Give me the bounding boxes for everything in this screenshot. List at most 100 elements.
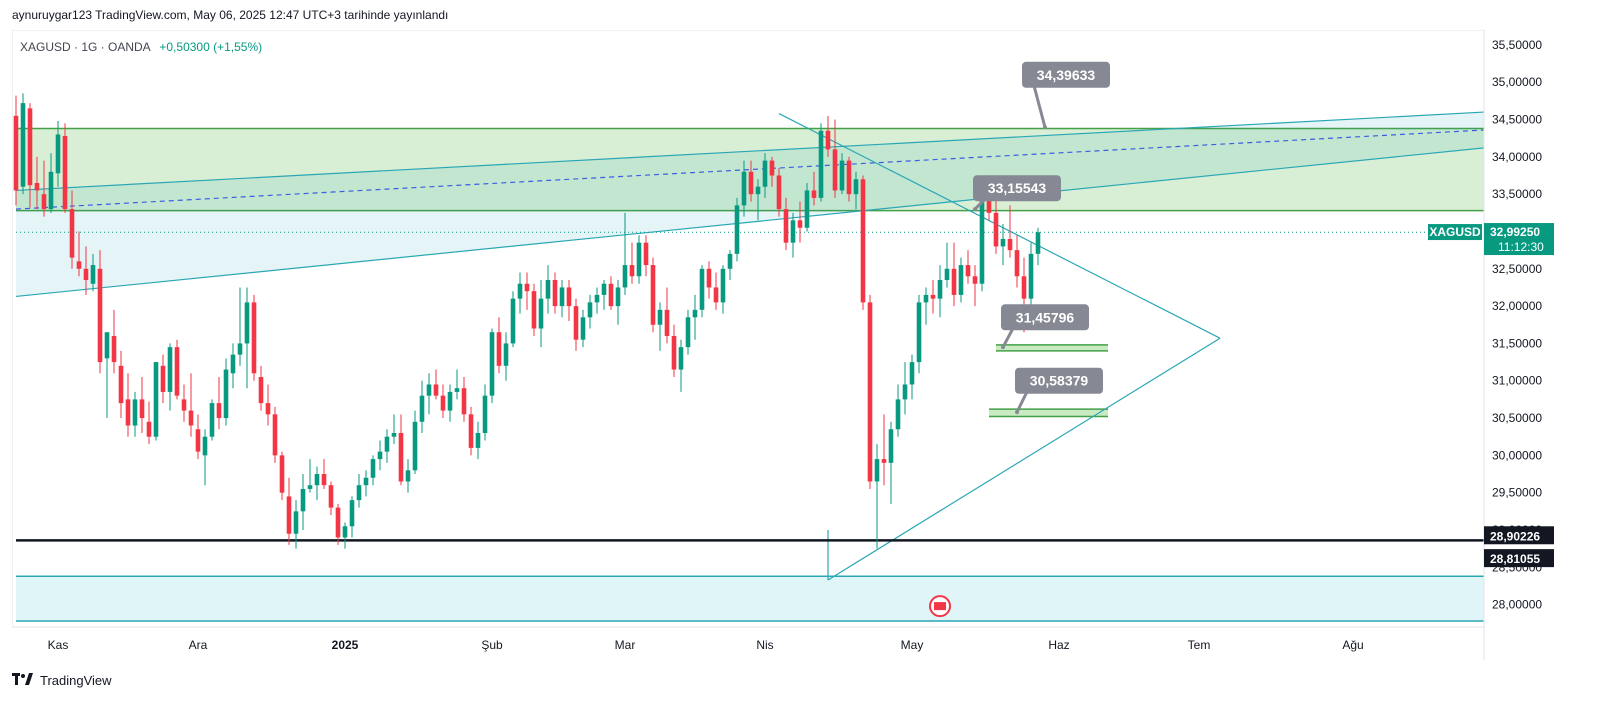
candle-body (517, 283, 523, 299)
target-box-1 (996, 344, 1108, 351)
support-tag-label: 28,90226 (1490, 529, 1540, 543)
candle-body (846, 160, 852, 195)
support-tag-bg (1484, 549, 1554, 568)
price-callout: 34,39633 (1022, 61, 1110, 130)
candle (230, 343, 236, 389)
candle-body (244, 302, 250, 344)
candle (748, 160, 754, 202)
candle-body (1007, 238, 1013, 251)
candle (874, 444, 880, 549)
candle-body (881, 459, 887, 463)
channel-upper (15, 111, 1485, 192)
candle-body (895, 399, 901, 430)
callout-pointer (1015, 391, 1029, 413)
candle (636, 235, 642, 284)
candle-body (636, 242, 642, 277)
candle-body (594, 294, 600, 303)
candles (13, 93, 1041, 549)
candle (797, 201, 803, 243)
chart-frame[interactable]: 34,39633 33,15543 31,45796 30,58379 35,5000… (11, 29, 1588, 660)
plot-area (11, 29, 1485, 628)
candle (426, 373, 432, 415)
candle-body (356, 485, 362, 501)
candle-body (13, 115, 19, 191)
candle-body (587, 302, 593, 318)
footer-brand[interactable]: TradingView (40, 672, 112, 688)
candle (181, 384, 187, 422)
candle (433, 369, 439, 400)
candle-body (510, 298, 516, 344)
candle-body (482, 395, 488, 433)
candle (622, 212, 628, 295)
symbol-tag-bg (1428, 224, 1482, 241)
candle (216, 377, 222, 430)
candle-body (825, 130, 831, 150)
price-callout: 31,45796 (1001, 304, 1089, 350)
candle (83, 246, 89, 295)
candle (258, 365, 264, 411)
candle-body (573, 306, 579, 340)
candle (97, 250, 103, 374)
candle (1014, 235, 1020, 288)
candle-body (209, 403, 215, 437)
resistance-zone (16, 128, 1484, 211)
callout-pointer (1032, 85, 1047, 128)
candle (951, 242, 957, 307)
callout-box (1015, 367, 1103, 394)
callout-label: 31,45796 (1016, 309, 1075, 325)
price-tick: 30,50000 (1492, 411, 1542, 425)
channel-mid (15, 129, 1485, 210)
candle (363, 470, 369, 497)
candle (643, 235, 649, 277)
tradingview-logo-icon[interactable] (12, 672, 34, 688)
candle-body (447, 391, 453, 411)
candle-body (97, 268, 103, 363)
event-flag-icon (929, 595, 951, 618)
symbol-legend[interactable]: XAGUSD · 1G · OANDA +0,50300 (+1,55%) (20, 40, 262, 54)
candle (678, 339, 684, 392)
time-tick: Şub (481, 638, 503, 652)
candle-body (874, 459, 880, 482)
candle-body (20, 103, 26, 187)
price-tick: 29,50000 (1492, 486, 1542, 500)
candle (734, 197, 740, 262)
candle-body (202, 436, 208, 456)
candle-body (237, 343, 243, 355)
candle (321, 459, 327, 489)
price-chart[interactable]: 34,39633 33,15543 31,45796 30,58379 35,5000… (11, 29, 1588, 660)
candle-body (328, 485, 334, 508)
time-tick: Tem (1188, 638, 1211, 652)
candle (909, 354, 915, 400)
symbol-info[interactable]: XAGUSD · 1G · OANDA (20, 40, 151, 54)
candle (454, 369, 460, 400)
candle-body (713, 287, 719, 303)
candle (692, 294, 698, 340)
candle-body (174, 347, 180, 396)
candle-body (790, 220, 796, 243)
candle (524, 272, 530, 310)
candle (293, 500, 299, 549)
candle-body (685, 317, 691, 348)
time-tick: May (901, 638, 924, 652)
candle (419, 380, 425, 433)
candle-body (930, 294, 936, 299)
candle (55, 121, 61, 187)
candle (307, 459, 313, 493)
candle-body (566, 287, 572, 307)
candle-body (286, 496, 292, 534)
candle (867, 294, 873, 489)
candle-body (748, 171, 754, 195)
candle-body (398, 432, 404, 482)
candle (370, 455, 376, 486)
candle (489, 328, 495, 404)
channel-lower (15, 147, 1485, 298)
candle (279, 451, 285, 501)
candle (755, 179, 761, 221)
candle-body (867, 302, 873, 482)
candle-body (559, 287, 565, 307)
candle (69, 190, 75, 269)
time-tick: Kas (48, 638, 69, 652)
candle (923, 287, 929, 325)
last-price-bg (1484, 223, 1554, 256)
candle (251, 294, 257, 381)
